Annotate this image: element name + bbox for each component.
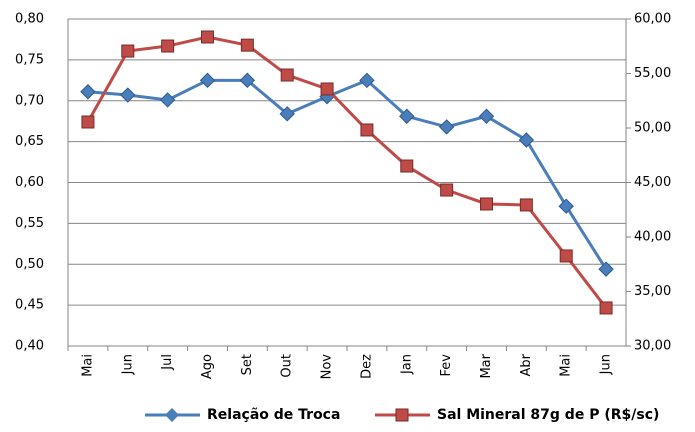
marker <box>480 197 493 211</box>
marker <box>279 106 295 122</box>
marker <box>518 132 535 148</box>
legend-marker <box>395 408 409 422</box>
marker <box>199 72 216 89</box>
x-tick-label: Ago <box>200 354 215 379</box>
marker <box>599 301 613 315</box>
marker <box>240 38 254 52</box>
marker <box>360 123 374 137</box>
marker <box>280 68 294 82</box>
legend-label: Relação de Troca <box>207 407 340 423</box>
y-tick-label: 0,80 <box>15 12 44 27</box>
marker <box>440 183 454 197</box>
marker <box>359 72 375 89</box>
series-line <box>87 78 608 270</box>
y2-tick-label: 40,00 <box>634 230 671 245</box>
y-tick-label: 0,75 <box>15 52 44 67</box>
x-tick-label: Set <box>240 354 255 375</box>
x-tick-label: Abr <box>519 353 534 376</box>
marker <box>519 198 533 212</box>
marker <box>598 261 614 277</box>
marker <box>161 39 175 53</box>
y2-tick-label: 30,00 <box>634 339 671 354</box>
marker <box>201 30 214 44</box>
marker <box>478 108 495 124</box>
x-tick-label: Dez <box>359 354 374 379</box>
x-tick-label: Jun <box>599 354 614 375</box>
x-tick-label: Mai <box>559 354 574 377</box>
legend-label: Sal Mineral 87g de P (R$/sc) <box>437 407 659 423</box>
series-line <box>86 35 608 309</box>
y-tick-label: 0,60 <box>15 175 44 190</box>
y-tick-label: 0,70 <box>15 93 44 108</box>
y2-tick-label: 50,00 <box>634 121 671 136</box>
marker <box>80 84 96 100</box>
y2-tick-label: 45,00 <box>634 175 671 190</box>
marker <box>400 159 414 173</box>
x-tick-label: Fev <box>439 354 454 377</box>
x-tick-label: Jun <box>120 354 135 375</box>
marker <box>559 249 573 263</box>
x-tick-label: Nov <box>320 354 335 380</box>
y-tick-label: 0,40 <box>15 339 44 354</box>
x-tick-label: Mar <box>479 353 494 378</box>
y2-tick-label: 55,00 <box>634 66 671 81</box>
marker <box>81 115 95 129</box>
x-tick-label: Jul <box>160 354 175 371</box>
marker <box>120 87 136 103</box>
marker <box>438 119 455 135</box>
marker <box>320 82 334 96</box>
x-tick-label: Out <box>280 354 295 378</box>
y-tick-label: 0,45 <box>15 298 44 313</box>
y-tick-label: 0,65 <box>15 134 44 149</box>
marker <box>558 198 574 214</box>
x-tick-label: Mai <box>80 354 95 377</box>
y2-tick-label: 35,00 <box>634 284 671 299</box>
marker <box>159 92 176 108</box>
legend-marker <box>165 408 179 422</box>
marker <box>239 72 256 89</box>
marker <box>121 44 135 58</box>
y2-tick-label: 60,00 <box>634 12 671 27</box>
y-tick-label: 0,50 <box>15 257 44 272</box>
y-tick-label: 0,55 <box>15 216 44 231</box>
x-tick-label: Jan <box>399 354 414 375</box>
marker <box>399 108 415 124</box>
